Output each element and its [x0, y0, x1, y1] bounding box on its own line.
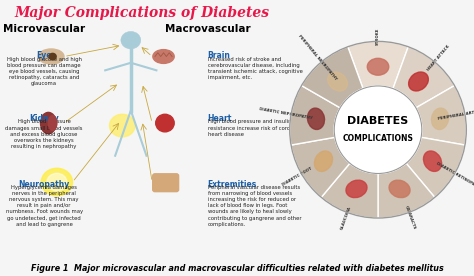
Wedge shape: [406, 137, 465, 197]
Wedge shape: [301, 47, 363, 108]
Text: DIABETIC RETINOPATHY: DIABETIC RETINOPATHY: [436, 162, 474, 191]
Wedge shape: [290, 86, 340, 145]
Text: Kidney: Kidney: [29, 114, 59, 123]
Ellipse shape: [314, 151, 333, 171]
Text: High blood glucose and high
blood pressure can damage
eye blood vessels, causing: High blood glucose and high blood pressu…: [7, 57, 82, 86]
Ellipse shape: [40, 112, 56, 134]
Text: DIABETIC FOOT: DIABETIC FOOT: [281, 166, 312, 187]
Ellipse shape: [431, 108, 448, 129]
Text: DIABETIC NEPHROPATHY: DIABETIC NEPHROPATHY: [259, 107, 313, 120]
Circle shape: [121, 31, 141, 49]
Text: STROKE: STROKE: [376, 27, 380, 45]
Circle shape: [334, 86, 422, 174]
Text: Figure 1  Major microvascular and macrovascular difficulties related with diabet: Figure 1 Major microvascular and macrova…: [31, 264, 443, 273]
Text: High blood pressure and insulin
resistance increase risk of coronary
heart disea: High blood pressure and insulin resistan…: [208, 119, 301, 137]
Text: Brain: Brain: [208, 52, 230, 60]
Text: COMPLICATIONS: COMPLICATIONS: [343, 134, 413, 144]
Ellipse shape: [308, 108, 325, 129]
Text: GLAUCOMA: GLAUCOMA: [340, 205, 352, 230]
Ellipse shape: [423, 151, 442, 171]
Wedge shape: [321, 163, 378, 218]
Ellipse shape: [367, 58, 389, 75]
Text: Heart: Heart: [208, 114, 232, 123]
Wedge shape: [416, 86, 466, 145]
Wedge shape: [393, 47, 455, 108]
Ellipse shape: [409, 72, 428, 91]
Text: CATARACTS: CATARACTS: [404, 205, 416, 230]
Ellipse shape: [49, 53, 56, 60]
Wedge shape: [378, 163, 435, 218]
Text: Increased risk of stroke and
cerebrovascular disease, including
transient ischem: Increased risk of stroke and cerebrovasc…: [208, 57, 302, 80]
Wedge shape: [348, 41, 408, 89]
Text: Macrovascular: Macrovascular: [165, 24, 251, 34]
Circle shape: [41, 168, 73, 196]
Text: PERIPHERAL NEUROPATHY: PERIPHERAL NEUROPATHY: [298, 34, 338, 81]
Text: PERIPHERAL ARTERY DISEASE: PERIPHERAL ARTERY DISEASE: [438, 106, 474, 121]
Text: Extremities: Extremities: [208, 180, 257, 189]
Text: Neuropathy: Neuropathy: [18, 180, 70, 189]
Text: High blood pressure
damages small blood vessels
and excess blood glucose
overwor: High blood pressure damages small blood …: [5, 119, 83, 149]
Ellipse shape: [346, 180, 367, 198]
Ellipse shape: [155, 114, 174, 132]
Ellipse shape: [153, 50, 174, 63]
Text: Peripheral vascular disease results
from narrowing of blood vessels
increasing t: Peripheral vascular disease results from…: [208, 185, 301, 227]
Circle shape: [109, 114, 135, 137]
Circle shape: [47, 173, 67, 191]
Text: Major Complications of Diabetes: Major Complications of Diabetes: [15, 6, 270, 20]
Text: HEART ATTACK: HEART ATTACK: [426, 44, 450, 72]
Ellipse shape: [389, 180, 410, 198]
Text: Hyperglycemia damages
nerves in the peripheral
nervous system. This may
result i: Hyperglycemia damages nerves in the peri…: [6, 185, 82, 227]
Text: Eye: Eye: [36, 52, 52, 60]
Wedge shape: [291, 137, 350, 197]
Ellipse shape: [48, 116, 57, 131]
FancyBboxPatch shape: [153, 174, 179, 192]
Ellipse shape: [328, 72, 347, 91]
Text: DIABETES: DIABETES: [347, 115, 409, 126]
Text: Microvascular: Microvascular: [3, 24, 85, 34]
Ellipse shape: [38, 49, 64, 64]
